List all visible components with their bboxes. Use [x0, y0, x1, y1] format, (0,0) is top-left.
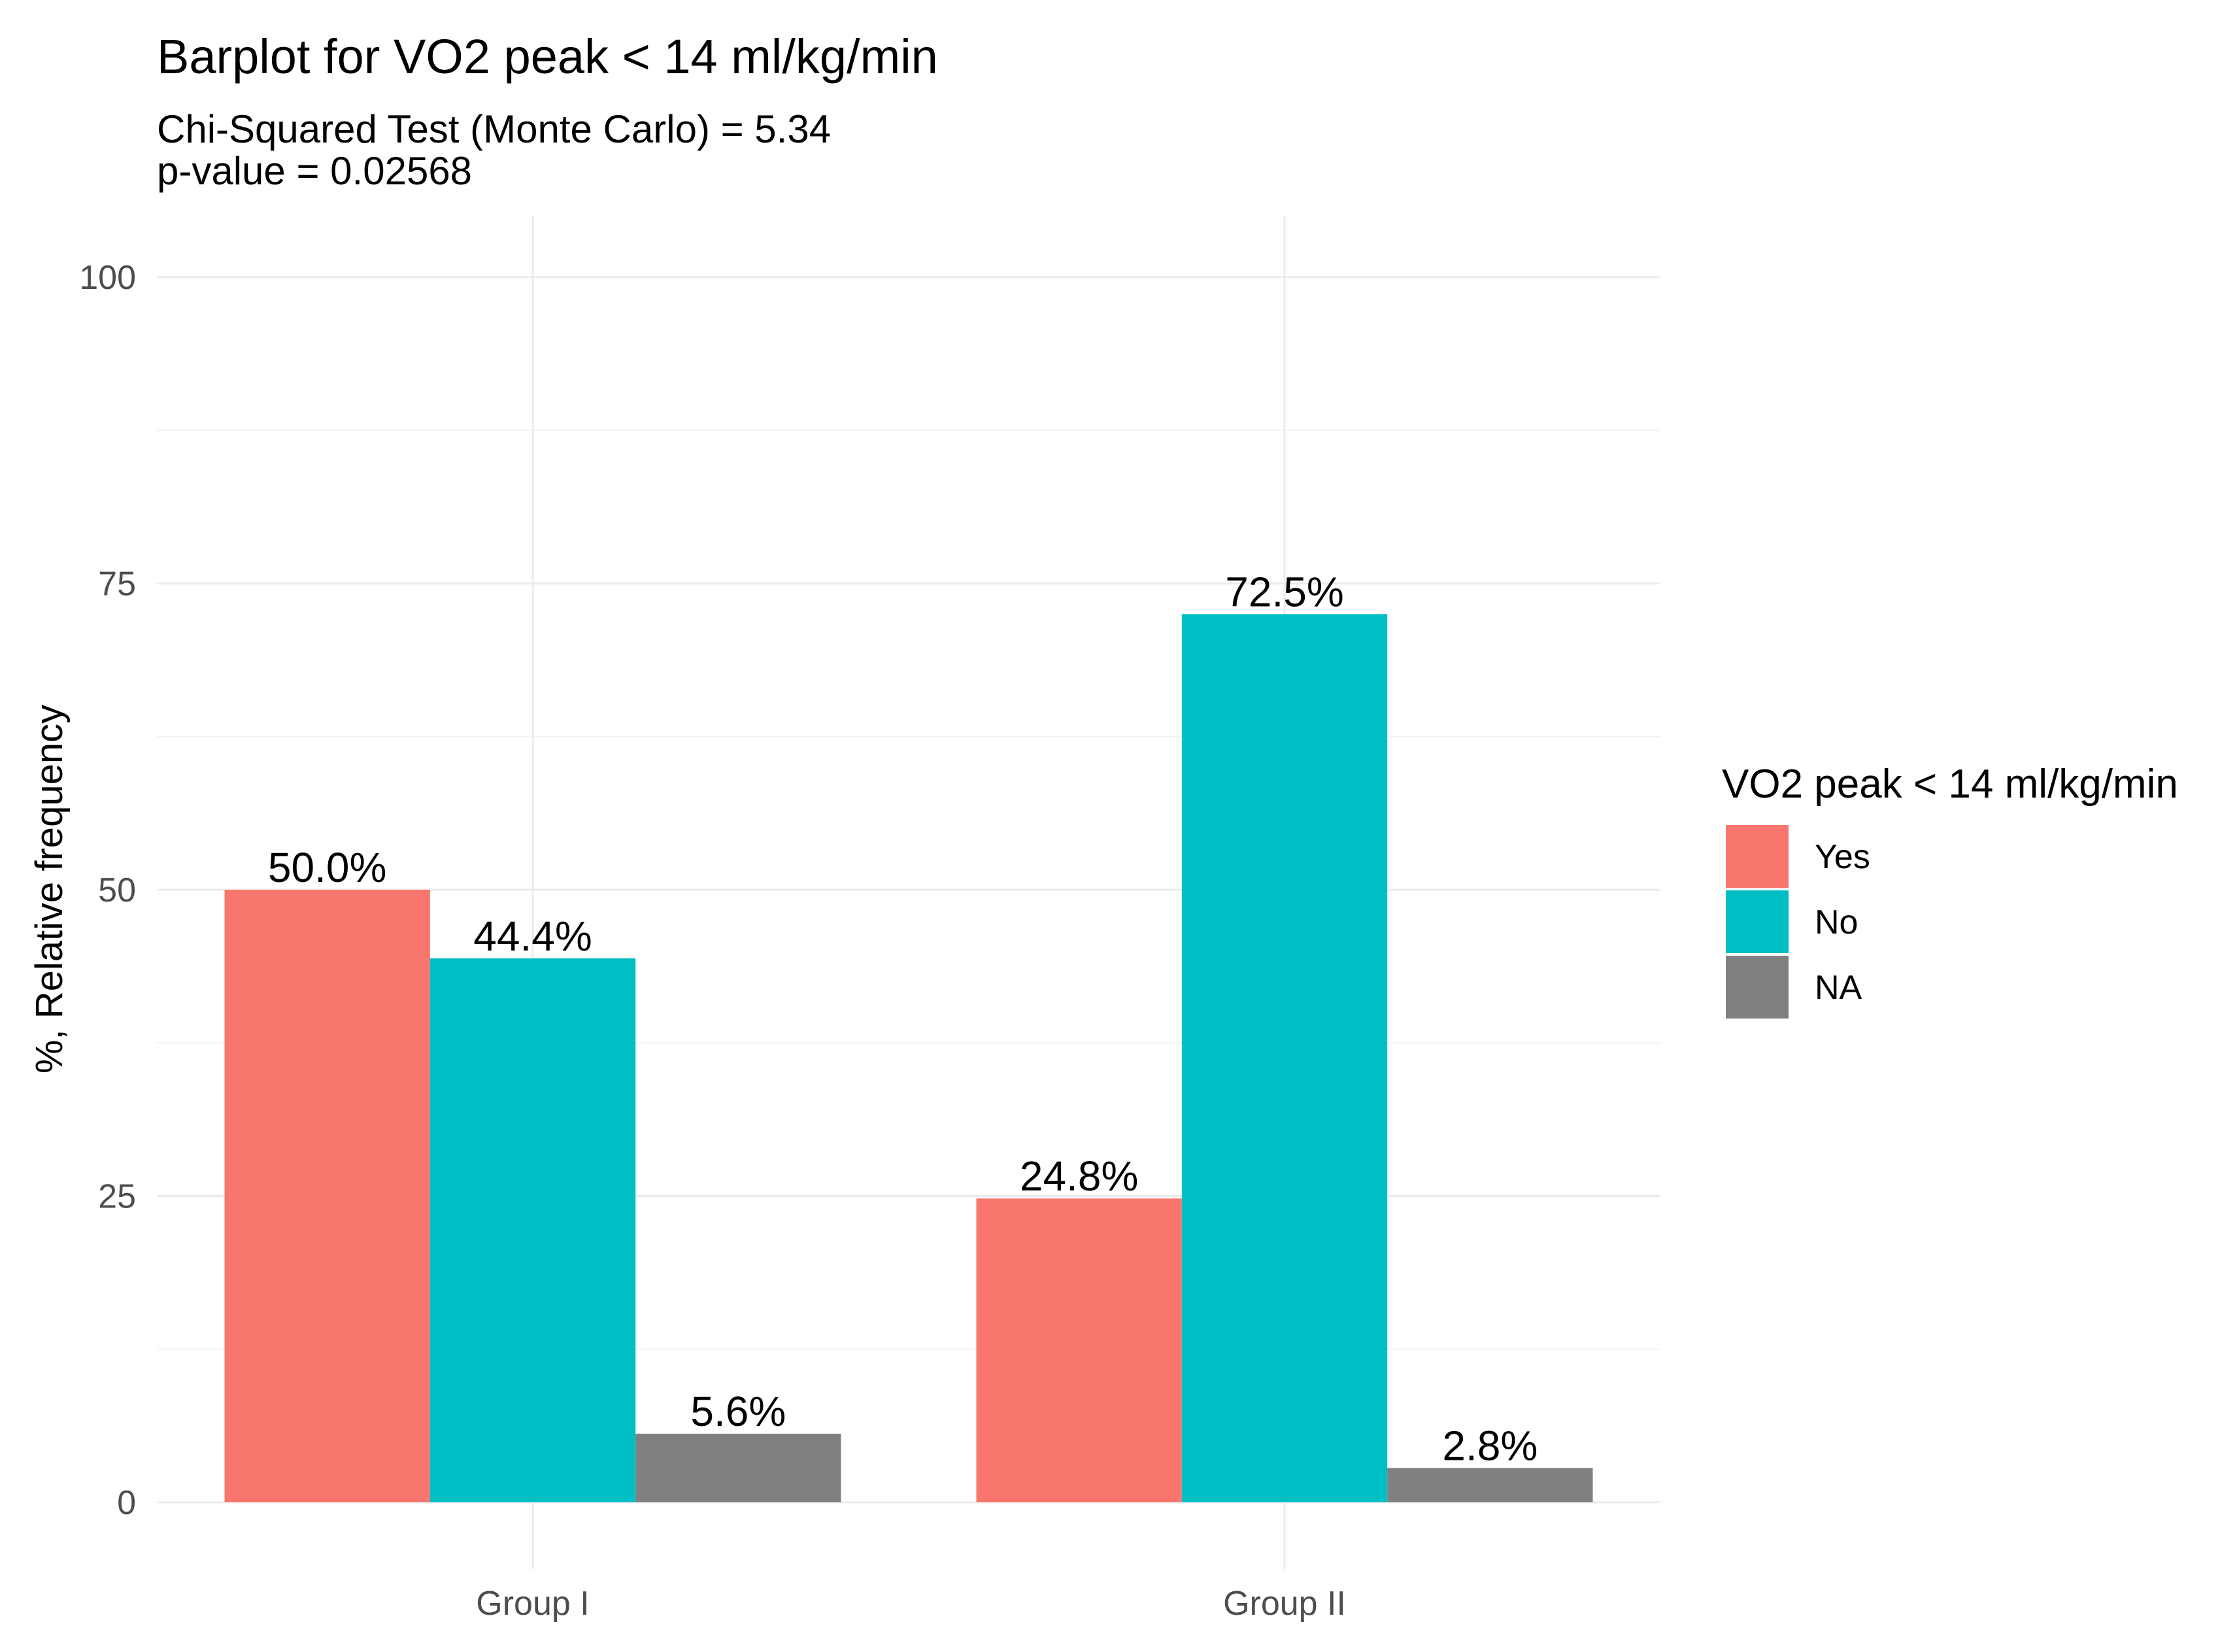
chart-title: Barplot for VO2 peak < 14 ml/kg/min [157, 29, 938, 84]
y-axis-title: %, Relative frequency [28, 705, 71, 1073]
legend: VO2 peak < 14 ml/kg/min Yes No NA [1722, 762, 2178, 1019]
legend-key-no [1726, 890, 1789, 953]
legend-title: VO2 peak < 14 ml/kg/min [1722, 762, 2178, 807]
bar-na-group-i [635, 1434, 841, 1502]
bar-no-group-ii [1181, 614, 1388, 1502]
bar-data-label: 72.5% [1225, 568, 1343, 615]
bar-data-label: 24.8% [1020, 1153, 1138, 1200]
legend-label-na: NA [1815, 969, 1862, 1007]
bar-yes-group-i [224, 890, 430, 1502]
y-axis-ticks: 0 25 50 75 100 [79, 259, 136, 1522]
y-tick-label: 0 [117, 1484, 136, 1522]
x-axis-ticks: Group I Group II [476, 1585, 1346, 1623]
x-tick-label: Group I [476, 1585, 589, 1623]
bar-na-group-ii [1387, 1468, 1593, 1502]
bar-no-group-i [429, 958, 636, 1502]
legend-key-na [1726, 956, 1789, 1019]
chart-subtitle-line-2: p-value = 0.02568 [157, 149, 472, 193]
legend-label-yes: Yes [1815, 838, 1870, 876]
bar-data-label: 50.0% [268, 844, 386, 891]
bar-data-label: 2.8% [1442, 1423, 1538, 1470]
bar-yes-group-ii [976, 1198, 1182, 1502]
bar-data-label: 5.6% [690, 1388, 786, 1435]
chart-subtitle-line-1: Chi-Squared Test (Monte Carlo) = 5.34 [157, 107, 831, 151]
y-tick-label: 100 [79, 259, 136, 297]
x-tick-label: Group II [1223, 1585, 1346, 1623]
legend-items: Yes No NA [1726, 825, 1870, 1019]
y-tick-label: 25 [98, 1178, 136, 1216]
bar-data-label: 44.4% [473, 913, 592, 960]
y-tick-label: 75 [98, 565, 136, 603]
bar-labels: 50.0% 44.4% 5.6% 24.8% 72.5% 2.8% [268, 568, 1538, 1469]
legend-label-no: No [1815, 903, 1858, 941]
legend-key-yes [1726, 825, 1789, 888]
y-tick-label: 50 [98, 871, 136, 909]
bar-series [224, 614, 1593, 1502]
